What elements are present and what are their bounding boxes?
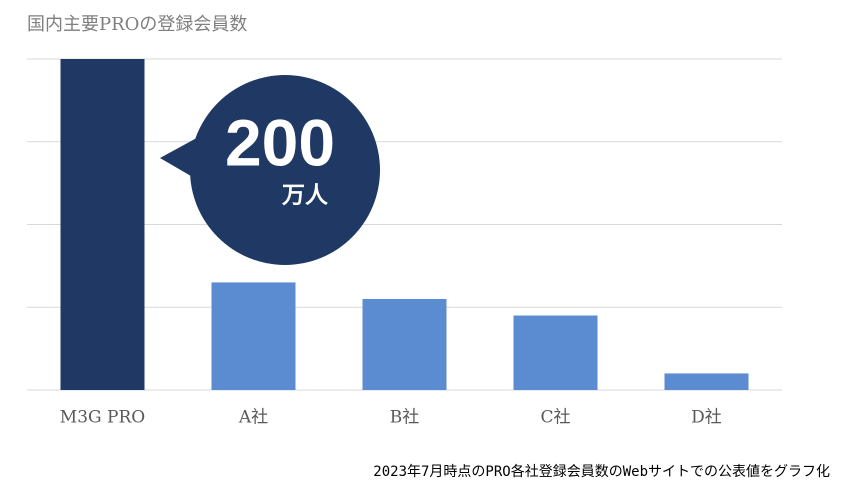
x-tick-label: B社 — [390, 408, 420, 428]
x-tick-label: C社 — [540, 408, 570, 428]
callout-unit: 万人 — [282, 183, 329, 209]
x-tick-label: M3G PRO — [60, 408, 145, 428]
bar — [60, 59, 145, 390]
bar — [513, 315, 598, 390]
footnote: 2023年7月時点のPRO各社登録会員数のWebサイトでの公表値をグラフ化 — [373, 464, 830, 480]
bar — [664, 373, 749, 390]
x-tick-label: D社 — [691, 408, 722, 428]
callout-bubble — [190, 75, 380, 265]
bar — [211, 282, 296, 390]
chart-title: 国内主要PROの登録会員数 — [27, 14, 247, 35]
callout-value: 200 — [225, 105, 335, 179]
bar — [362, 298, 447, 390]
x-tick-label: A社 — [238, 408, 268, 428]
